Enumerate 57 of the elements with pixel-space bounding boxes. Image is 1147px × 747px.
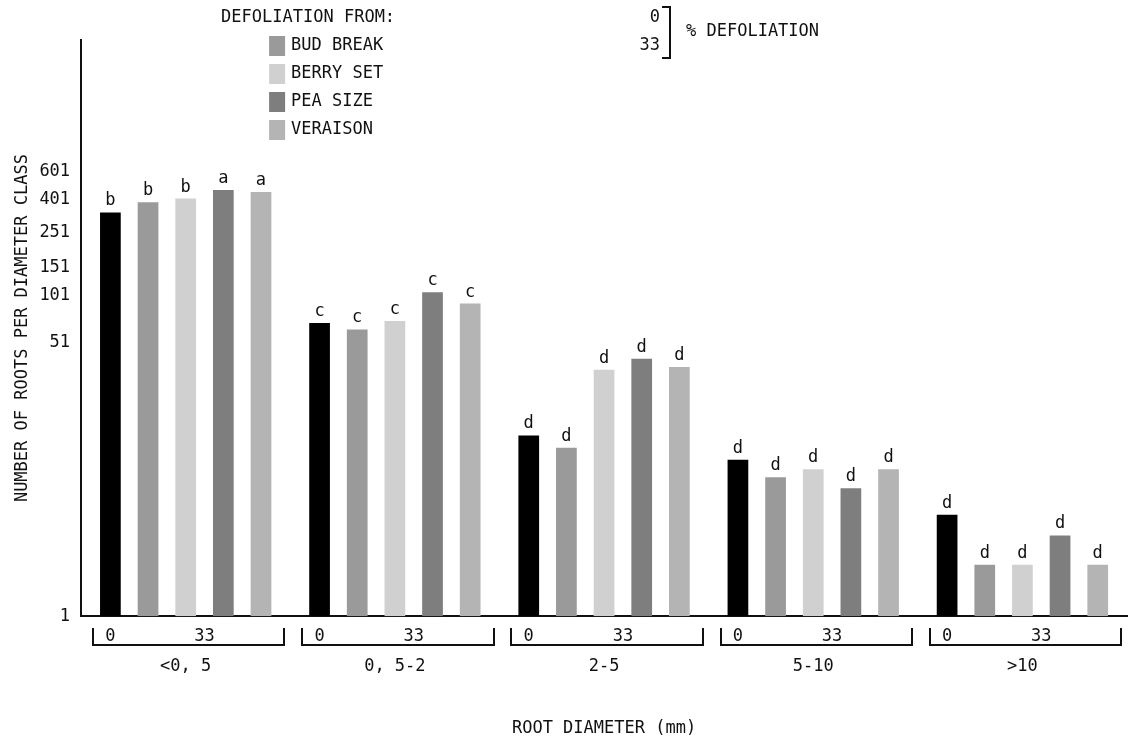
data-label: d <box>883 446 894 467</box>
legend-label: VERAISON <box>291 118 373 139</box>
data-label: d <box>1017 541 1028 562</box>
text: 0 <box>941 624 953 645</box>
x-tick-label: <0, 5 <box>160 654 212 675</box>
annotation: % DEFOLIATION <box>686 20 820 41</box>
y-tick-label: 251 <box>39 220 71 241</box>
data-label: d <box>732 436 744 457</box>
y-axis-title: NUMBER OF ROOTS PER DIAMETER CLASS <box>10 154 31 503</box>
text: 33 <box>403 624 424 645</box>
y-tick-label: 51 <box>49 331 71 352</box>
data-label: a <box>255 168 267 189</box>
x-tick-label: 0, 5-2 <box>364 654 426 675</box>
text: 0 <box>314 624 325 645</box>
text: 33 <box>194 624 215 645</box>
text: 0 <box>523 624 534 645</box>
text: 33 <box>1030 624 1052 645</box>
data-label: c <box>389 297 400 318</box>
data-label: c <box>427 269 438 290</box>
y-tick-label: 601 <box>39 160 71 181</box>
text: 33 <box>821 624 843 645</box>
data-label: d <box>636 335 647 356</box>
data-label: d <box>674 343 685 364</box>
data-label: a <box>218 167 229 188</box>
data-label: d <box>561 424 572 445</box>
data-label: d <box>598 346 610 367</box>
data-label: c <box>465 280 476 301</box>
legend-label: PEA SIZE <box>291 90 373 111</box>
data-label: b <box>180 175 191 196</box>
text: 33 <box>612 624 634 645</box>
annotation: 33 <box>639 34 660 55</box>
text: 0 <box>732 624 744 645</box>
x-axis-title: ROOT DIAMETER (mm) <box>511 717 697 738</box>
x-tick-label: >10 <box>1007 654 1038 675</box>
y-tick-label: 151 <box>39 256 71 277</box>
y-tick-label: 401 <box>39 188 71 209</box>
data-label: d <box>1054 512 1066 533</box>
y-tick-label: 101 <box>39 284 71 304</box>
data-label: d <box>808 446 819 467</box>
text: 0 <box>649 6 660 27</box>
data-label: d <box>979 541 990 562</box>
data-label: d <box>770 454 781 475</box>
legend-title: DEFOLIATION FROM: <box>221 6 396 27</box>
legend-label: BUD BREAK <box>291 34 384 55</box>
x-tick-label: 5-10 <box>792 654 834 675</box>
data-label: d <box>941 491 953 512</box>
data-label: d <box>1092 541 1103 562</box>
data-label: c <box>314 299 325 320</box>
data-label: d <box>845 465 857 486</box>
data-label: b <box>105 189 116 210</box>
y-tick-label: 1 <box>59 604 71 625</box>
data-label: c <box>352 306 363 327</box>
x-tick-label: 2-5 <box>588 654 620 675</box>
legend-label: BERRY SET <box>291 62 384 83</box>
text: 0 <box>105 624 116 645</box>
data-label: b <box>142 179 154 200</box>
data-label: d <box>523 412 534 433</box>
